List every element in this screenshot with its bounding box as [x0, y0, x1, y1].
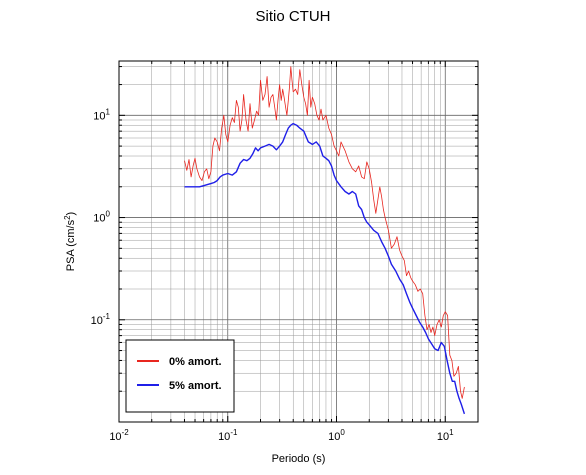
- y-tick-label: 101: [93, 107, 110, 122]
- legend-box: [125, 339, 235, 413]
- x-axis-label: Periodo (s): [272, 453, 326, 465]
- tick-labels: 10-2 10-1 100 101 10-1 100 101: [91, 107, 455, 443]
- plot-frame: [118, 60, 479, 423]
- x-tick-label: 101: [437, 428, 454, 443]
- x-tick-label: 100: [328, 428, 345, 443]
- chart-title: Sitio CTUH: [255, 8, 331, 25]
- series-layer: [184, 66, 466, 415]
- series-line-0pct: [184, 66, 465, 399]
- x-tick-label: 10-2: [109, 428, 129, 443]
- y-tick-label: 10-1: [91, 312, 111, 327]
- x-tick-label: 10-1: [218, 428, 238, 443]
- y-tick-label: 100: [93, 210, 110, 225]
- y-axis-label: PSA (cm/s2): [63, 212, 77, 271]
- series-line-5pct: [184, 122, 466, 415]
- axis-ticks: [118, 61, 479, 423]
- legend: 0% amort. 5% amort.: [125, 339, 235, 413]
- legend-label: 0% amort.: [169, 356, 222, 368]
- legend-label: 5% amort.: [169, 380, 222, 392]
